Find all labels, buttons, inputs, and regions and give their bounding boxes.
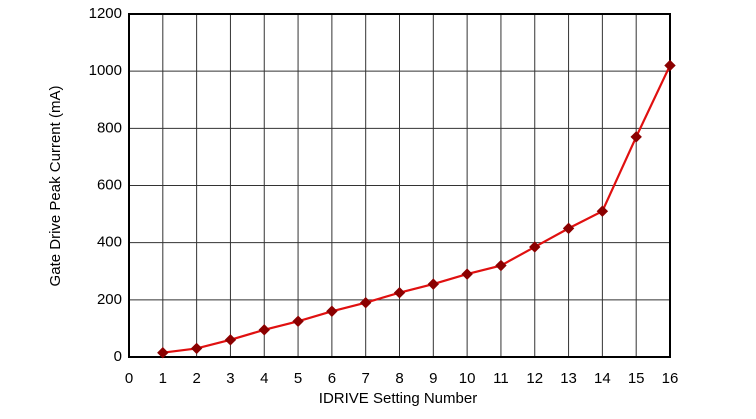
y-tick-label: 800 xyxy=(97,119,122,136)
x-tick-label: 5 xyxy=(294,370,302,387)
x-tick-label: 6 xyxy=(328,370,336,387)
x-tick-label: 2 xyxy=(192,370,200,387)
plot-frame xyxy=(128,13,671,358)
data-point xyxy=(359,296,372,309)
x-tick-label: 9 xyxy=(429,370,437,387)
y-tick-label: 200 xyxy=(97,291,122,308)
data-point xyxy=(664,59,676,72)
data-point xyxy=(190,342,203,355)
x-tick-label: 3 xyxy=(226,370,234,387)
x-tick-label: 0 xyxy=(125,370,133,387)
data-point xyxy=(529,241,541,253)
data-point xyxy=(461,268,473,280)
y-tick-label: 1200 xyxy=(89,5,122,22)
x-tick-label: 13 xyxy=(560,370,577,387)
data-point xyxy=(495,259,507,272)
data-point xyxy=(326,305,338,317)
x-tick-label: 1 xyxy=(159,370,167,387)
x-tick-label: 11 xyxy=(493,370,509,387)
data-point xyxy=(157,347,169,359)
x-tick-label: 14 xyxy=(594,370,611,387)
y-axis-label: Gate Drive Peak Current (mA) xyxy=(47,86,64,287)
x-tick-label: 7 xyxy=(362,370,370,387)
x-tick-label: 12 xyxy=(526,370,543,387)
x-tick-label: 15 xyxy=(628,370,645,387)
x-tick-label: 16 xyxy=(662,370,679,387)
data-point xyxy=(427,278,440,290)
x-tick-label: 8 xyxy=(395,370,403,387)
data-point xyxy=(258,324,270,336)
data-point xyxy=(292,315,304,327)
data-point xyxy=(393,286,406,299)
data-line xyxy=(162,64,671,354)
x-tick-label: 4 xyxy=(260,370,268,387)
data-point xyxy=(562,222,575,235)
x-axis-label: IDRIVE Setting Number xyxy=(319,390,477,407)
y-tick-label: 1000 xyxy=(89,62,122,79)
x-tick-label: 10 xyxy=(459,370,476,387)
data-point xyxy=(224,334,237,346)
data-point xyxy=(596,205,609,217)
y-tick-label: 600 xyxy=(97,176,122,193)
data-point xyxy=(630,131,642,143)
y-tick-label: 0 xyxy=(114,348,122,365)
y-tick-label: 400 xyxy=(97,234,122,251)
